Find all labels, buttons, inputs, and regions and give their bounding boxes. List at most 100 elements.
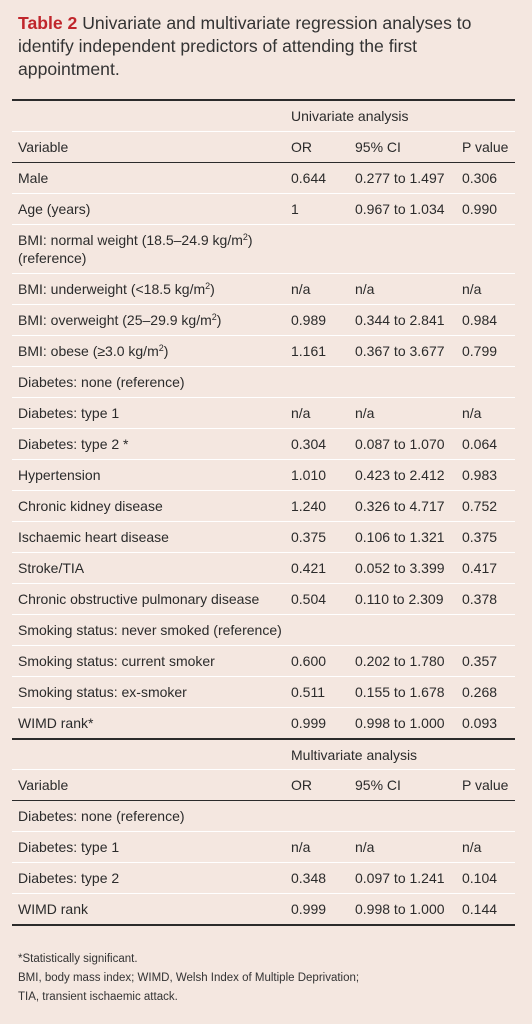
cell-odds-ratio: 1: [285, 193, 349, 225]
cell-odds-ratio: 0.375: [285, 521, 349, 553]
variable-text: WIMD rank: [18, 901, 88, 917]
footnote: BMI, body mass index; WIMD, Welsh Index …: [18, 972, 360, 984]
cell-odds-ratio: 1.010: [285, 459, 349, 491]
cell-p-value: 0.268: [456, 676, 515, 708]
cell-variable: Diabetes: none (reference): [12, 366, 285, 398]
cell-confidence-interval: 0.087 to 1.070: [349, 428, 456, 460]
variable-text: Diabetes: type 1: [18, 405, 120, 421]
cell-p-value: 0.064: [456, 428, 515, 460]
cell-confidence-interval: n/a: [349, 273, 456, 305]
cell-odds-ratio: [285, 224, 349, 274]
cell-variable: Diabetes: type 1: [12, 831, 285, 863]
cell-odds-ratio: 1.240: [285, 490, 349, 522]
cell-variable: Diabetes: none (reference): [12, 800, 285, 832]
column-header-variable: Variable: [12, 131, 285, 163]
column-header-variable: Variable: [12, 769, 285, 801]
variable-text: Diabetes: none (reference): [18, 374, 185, 390]
cell-odds-ratio: 0.348: [285, 862, 349, 894]
table-row: BMI: normal weight (18.5–24.9 kg/m2) (ref…: [12, 224, 515, 274]
cell-confidence-interval: 0.202 to 1.780: [349, 645, 456, 677]
column-header-or: OR: [285, 131, 349, 163]
cell-odds-ratio: 0.644: [285, 162, 349, 194]
variable-text: Smoking status: current smoker: [18, 653, 215, 669]
table-row: BMI: overweight (25–29.9 kg/m2) 0.989 0.34…: [12, 304, 515, 336]
column-header-or: OR: [285, 769, 349, 801]
cell-variable: Ischaemic heart disease: [12, 521, 285, 553]
cell-confidence-interval: 0.998 to 1.000: [349, 893, 456, 926]
table-row: WIMD rank 0.999 0.998 to 1.000 0.144: [12, 893, 515, 926]
cell-variable: Diabetes: type 2 *: [12, 428, 285, 460]
table-row: Diabetes: none (reference): [12, 366, 515, 398]
univariate-section-header: Univariate analysis: [12, 99, 515, 132]
cell-p-value: 0.417: [456, 552, 515, 584]
variable-text-end: ): [216, 312, 222, 328]
variable-text: Diabetes: none (reference): [18, 808, 185, 824]
cell-variable: Chronic obstructive pulmonary disease: [12, 583, 285, 615]
cell-confidence-interval: 0.344 to 2.841: [349, 304, 456, 336]
cell-p-value: n/a: [456, 273, 515, 305]
table-row: Chronic kidney disease 1.240 0.326 to 4.71…: [12, 490, 515, 522]
footnote: *Statistically significant.: [18, 953, 138, 965]
table-caption: Table 2 Univariate and multivariate regr…: [18, 12, 518, 81]
table-row: Chronic obstructive pulmonary disease 0.5…: [12, 583, 515, 615]
table-footnotes: *Statistically significant. BMI, body ma…: [18, 950, 518, 1007]
variable-text: Male: [18, 170, 49, 186]
cell-variable: Smoking status: never smoked (reference): [12, 614, 285, 646]
cell-variable: BMI: overweight (25–29.9 kg/m2): [12, 304, 285, 336]
cell-variable: Chronic kidney disease: [12, 490, 285, 522]
cell-variable: Smoking status: current smoker: [12, 645, 285, 677]
multivariate-heading: Multivariate analysis: [285, 738, 515, 770]
cell-confidence-interval: n/a: [349, 831, 456, 863]
variable-text: Ischaemic heart disease: [18, 529, 169, 545]
cell-confidence-interval: [349, 800, 456, 832]
cell-p-value: 0.306: [456, 162, 515, 194]
variable-text: Diabetes: type 1: [18, 839, 120, 855]
cell-confidence-interval: 0.110 to 2.309: [349, 583, 456, 615]
cell-odds-ratio: 0.511: [285, 676, 349, 708]
table-row: Diabetes: type 1 n/a n/a n/a: [12, 831, 515, 863]
cell-odds-ratio: 1.161: [285, 335, 349, 367]
multivariate-rows: Diabetes: none (reference) Diabetes: type…: [12, 800, 515, 926]
cell-confidence-interval: 0.106 to 1.321: [349, 521, 456, 553]
cell-variable: BMI: normal weight (18.5–24.9 kg/m2) (ref…: [12, 224, 285, 274]
column-header-p: P value: [456, 131, 515, 163]
cell-p-value: [456, 366, 515, 398]
cell-odds-ratio: n/a: [285, 831, 349, 863]
variable-text: BMI: overweight (25–29.9 kg/m: [18, 312, 212, 328]
table-row: Ischaemic heart disease 0.375 0.106 to 1.3…: [12, 521, 515, 553]
table-row: Diabetes: type 2 * 0.304 0.087 to 1.070 0.0…: [12, 428, 515, 460]
table-row: WIMD rank* 0.999 0.998 to 1.000 0.093: [12, 707, 515, 740]
cell-p-value: 0.983: [456, 459, 515, 491]
cell-p-value: 0.104: [456, 862, 515, 894]
unit-superscript: 2: [211, 312, 217, 322]
cell-variable: WIMD rank: [12, 893, 285, 926]
cell-p-value: 0.990: [456, 193, 515, 225]
cell-odds-ratio: n/a: [285, 273, 349, 305]
column-header-p: P value: [456, 769, 515, 801]
table-title: Univariate and multivariate regression a…: [18, 13, 472, 79]
cell-variable: Age (years): [12, 193, 285, 225]
cell-p-value: 0.093: [456, 707, 515, 740]
cell-odds-ratio: 0.999: [285, 707, 349, 740]
multivariate-column-headers: Variable OR 95% CI P value: [12, 769, 515, 801]
cell-p-value: 0.799: [456, 335, 515, 367]
cell-variable: BMI: underweight (<18.5 kg/m2): [12, 273, 285, 305]
cell-confidence-interval: 0.326 to 4.717: [349, 490, 456, 522]
variable-text-end: ): [163, 343, 169, 359]
cell-p-value: 0.752: [456, 490, 515, 522]
cell-p-value: [456, 614, 515, 646]
cell-variable: Stroke/TIA: [12, 552, 285, 584]
cell-variable: Diabetes: type 2: [12, 862, 285, 894]
cell-confidence-interval: 0.967 to 1.034: [349, 193, 456, 225]
variable-text: Hypertension: [18, 467, 101, 483]
table-number: Table 2: [18, 13, 78, 33]
univariate-rows: Male 0.644 0.277 to 1.497 0.306 Age (years) 1…: [12, 162, 515, 740]
unit-superscript: 2: [205, 281, 211, 291]
table-row: Diabetes: type 2 0.348 0.097 to 1.241 0.104: [12, 862, 515, 894]
variable-text: BMI: normal weight (18.5–24.9 kg/m: [18, 232, 243, 248]
cell-confidence-interval: 0.155 to 1.678: [349, 676, 456, 708]
table-row: Age (years) 1 0.967 to 1.034 0.990: [12, 193, 515, 225]
table-row: Smoking status: ex-smoker 0.511 0.155 to 1…: [12, 676, 515, 708]
cell-variable: Male: [12, 162, 285, 194]
variable-text-line2: (reference): [18, 250, 87, 266]
